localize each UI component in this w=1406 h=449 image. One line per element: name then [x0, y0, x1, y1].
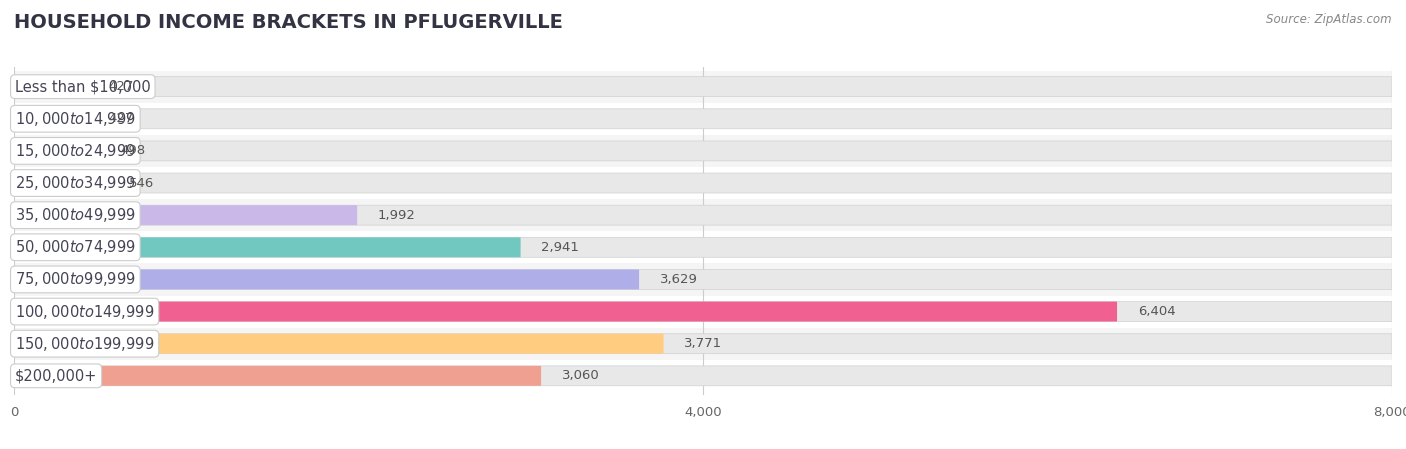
Bar [14, 103, 1392, 135]
Text: Less than $10,000: Less than $10,000 [15, 79, 150, 94]
FancyBboxPatch shape [14, 77, 87, 97]
Text: $150,000 to $199,999: $150,000 to $199,999 [15, 335, 155, 353]
Text: 546: 546 [129, 176, 155, 189]
FancyBboxPatch shape [14, 334, 664, 354]
FancyBboxPatch shape [14, 205, 1392, 225]
FancyBboxPatch shape [14, 141, 100, 161]
FancyBboxPatch shape [14, 77, 1392, 97]
Text: $15,000 to $24,999: $15,000 to $24,999 [15, 142, 136, 160]
Bar [14, 231, 1392, 264]
Text: $75,000 to $99,999: $75,000 to $99,999 [15, 270, 136, 288]
FancyBboxPatch shape [14, 366, 1392, 386]
Bar [14, 295, 1392, 328]
Text: $10,000 to $14,999: $10,000 to $14,999 [15, 110, 136, 128]
Bar [14, 328, 1392, 360]
Text: $25,000 to $34,999: $25,000 to $34,999 [15, 174, 136, 192]
Bar [14, 199, 1392, 231]
FancyBboxPatch shape [14, 302, 1392, 321]
Text: HOUSEHOLD INCOME BRACKETS IN PFLUGERVILLE: HOUSEHOLD INCOME BRACKETS IN PFLUGERVILL… [14, 13, 562, 32]
Text: 3,771: 3,771 [685, 337, 723, 350]
Text: $35,000 to $49,999: $35,000 to $49,999 [15, 206, 136, 224]
FancyBboxPatch shape [14, 366, 541, 386]
Text: $100,000 to $149,999: $100,000 to $149,999 [15, 303, 155, 321]
FancyBboxPatch shape [14, 238, 520, 257]
Text: 427: 427 [108, 80, 134, 93]
FancyBboxPatch shape [14, 334, 1392, 354]
FancyBboxPatch shape [14, 173, 1392, 193]
Text: $50,000 to $74,999: $50,000 to $74,999 [15, 238, 136, 256]
Bar [14, 70, 1392, 103]
FancyBboxPatch shape [14, 269, 640, 290]
FancyBboxPatch shape [14, 238, 1392, 257]
Text: 3,060: 3,060 [562, 370, 599, 383]
FancyBboxPatch shape [14, 141, 1392, 161]
Text: 427: 427 [108, 112, 134, 125]
Text: 498: 498 [121, 145, 146, 158]
Bar [14, 167, 1392, 199]
Text: $200,000+: $200,000+ [15, 368, 97, 383]
Text: Source: ZipAtlas.com: Source: ZipAtlas.com [1267, 13, 1392, 26]
FancyBboxPatch shape [14, 109, 1392, 129]
Text: 1,992: 1,992 [378, 209, 416, 222]
FancyBboxPatch shape [14, 109, 87, 129]
Text: 3,629: 3,629 [659, 273, 697, 286]
Text: 2,941: 2,941 [541, 241, 579, 254]
FancyBboxPatch shape [14, 269, 1392, 290]
Text: 6,404: 6,404 [1137, 305, 1175, 318]
FancyBboxPatch shape [14, 302, 1116, 321]
FancyBboxPatch shape [14, 173, 108, 193]
Bar [14, 360, 1392, 392]
FancyBboxPatch shape [14, 205, 357, 225]
Bar [14, 264, 1392, 295]
Bar [14, 135, 1392, 167]
